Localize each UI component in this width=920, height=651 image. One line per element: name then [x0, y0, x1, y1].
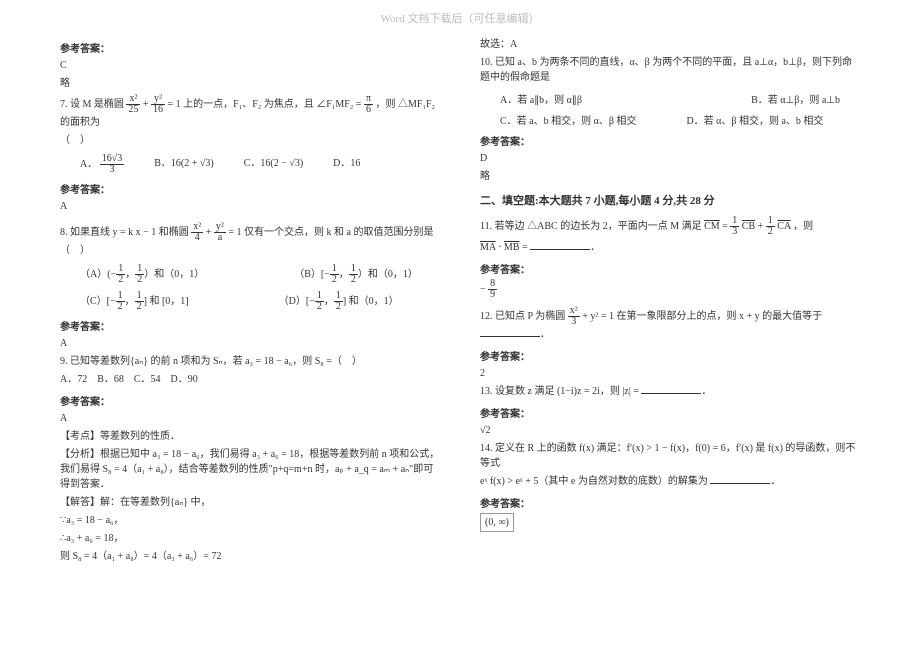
q9-solve4: 则 S₈ = 4（a₁ + a₈）= 4（a₃ + a₆）= 72	[60, 549, 440, 564]
q10-stem: 10. 已知 a、b 为两条不同的直线，α、β 为两个不同的平面，且 a⊥α，b…	[480, 55, 860, 85]
fraction: x²25	[126, 94, 140, 115]
plus: +	[143, 99, 149, 110]
q10-row1: A．若 a∥b，则 α∥β B．若 α⊥β，则 a⊥b	[480, 91, 860, 106]
blank	[480, 328, 540, 337]
left-column: 参考答案： C 略 7. 设 M 是椭圆 x²25 + y²16 = 1 上的一…	[60, 34, 440, 567]
q7-options: A． 16√33 B．16(2 + √3) C．16(2 − √3) D．16	[60, 154, 440, 175]
option-b: B．若 α⊥β，则 a⊥b	[751, 91, 840, 106]
section-two-title: 二、填空题:本大题共 7 小题,每小题 4 分,共 28 分	[480, 192, 860, 208]
answer-label: 参考答案：	[480, 348, 860, 363]
q10-row2: C．若 a、b 相交，则 α、β 相交 D．若 α、β 相交，则 a、b 相交	[480, 112, 860, 127]
q9-solve2: ∵a₃ = 18 − a₆，	[60, 513, 440, 528]
page-header: Word 文档下载后（可任意编辑）	[0, 10, 920, 26]
option-a: A．若 a∥b，则 α∥β	[500, 91, 582, 106]
q14-stem2: eˣ f(x) > eˣ + 5（其中 e 为自然对数的底数）的解集为 ．	[480, 474, 860, 489]
text: 7. 设 M 是椭圆	[60, 99, 124, 110]
q9-options: A．72 B．68 C．54 D．90	[60, 372, 440, 387]
q11-answer: − 89	[480, 279, 860, 300]
q8-row2: （C）[−12，12] 和 [0，1] （D）[−12，12] 和（0，1）	[60, 291, 440, 312]
option-b: （B）[−12，12）和（0，1）	[294, 264, 418, 285]
q14-answer: (0, ∞)	[480, 513, 860, 532]
answer-label: 参考答案：	[480, 495, 860, 510]
q6-answer: C	[60, 58, 440, 73]
option-a: A． 16√33	[80, 154, 124, 175]
q12-stem: 12. 已知点 P 为椭圆 x²3 + y² = 1 在第一象限部分上的点，则 …	[480, 306, 860, 342]
answer-label: 参考答案：	[480, 405, 860, 420]
q10-brief: 略	[480, 169, 860, 184]
two-column-layout: 参考答案： C 略 7. 设 M 是椭圆 x²25 + y²16 = 1 上的一…	[0, 34, 920, 567]
q13-answer: √2	[480, 423, 860, 438]
option-d: D．若 α、β 相交，则 a、b 相交	[686, 112, 823, 127]
q11-stem: 11. 若等边 △ABC 的边长为 2，平面内一点 M 满足 CM = 13 C…	[480, 216, 860, 237]
option-c: C．16(2 − √3)	[244, 154, 303, 175]
option-a: （A）(−12，12）和（0，1）	[80, 264, 204, 285]
text: 上的一点，F₁、F₂ 为焦点，且	[183, 99, 314, 110]
q9-solve3: ∴a₃ + a₆ = 18，	[60, 531, 440, 546]
q14-stem: 14. 定义在 R 上的函数 f(x) 满足：f′(x) > 1 − f(x)，…	[480, 441, 860, 471]
blank	[641, 385, 701, 394]
q8-row1: （A）(−12，12）和（0，1） （B）[−12，12）和（0，1）	[60, 264, 440, 285]
answer-label: 参考答案：	[480, 133, 860, 148]
answer-label: 参考答案：	[60, 318, 440, 333]
q7-stem: 7. 设 M 是椭圆 x²25 + y²16 = 1 上的一点，F₁、F₂ 为焦…	[60, 94, 440, 130]
q9-solve1: 【解答】解：在等差数列{aₙ} 中，	[60, 495, 440, 510]
blank	[530, 241, 590, 250]
q9-analysis: 【分析】根据已知中 a₃ = 18 − a₆，我们易得 a₃ + a₆ = 18…	[60, 447, 440, 492]
angle: ∠F₁MF₂ =	[316, 99, 361, 110]
q7-paren: （ ）	[60, 133, 440, 148]
q8-stem: 8. 如果直线 y = k x − 1 和椭圆 x²4 + y²a = 1 仅有…	[60, 222, 440, 258]
answer-label: 参考答案：	[60, 393, 440, 408]
option-c: （C）[−12，12] 和 [0，1]	[80, 291, 189, 312]
eq: = 1	[168, 99, 181, 110]
q6-brief: 略	[60, 76, 440, 91]
answer-label: 参考答案：	[480, 261, 860, 276]
option-d: （D）[−12，12] 和（0，1）	[279, 291, 399, 312]
q9-point: 【考点】等差数列的性质．	[60, 429, 440, 444]
option-b: B．16(2 + √3)	[154, 154, 213, 175]
blank	[710, 475, 770, 484]
option-c: C．若 a、b 相交，则 α、β 相交	[500, 112, 636, 127]
q8-answer: A	[60, 336, 440, 351]
q13-stem: 13. 设复数 z 满足 (1−i)z = 2i，则 |z| = ．	[480, 384, 860, 399]
option-d: D．16	[333, 154, 360, 175]
q9-stem: 9. 已知等差数列{aₙ} 的前 n 项和为 Sₙ，若 a₃ = 18 − a₆…	[60, 354, 440, 369]
fraction: y²16	[151, 94, 165, 115]
fraction: π6	[364, 94, 373, 115]
q11-stem2: MA · MB = ．	[480, 240, 860, 255]
q9-pick: 故选：A	[480, 37, 860, 52]
q9-answer: A	[60, 411, 440, 426]
answer-label: 参考答案：	[60, 40, 440, 55]
right-column: 故选：A 10. 已知 a、b 为两条不同的直线，α、β 为两个不同的平面，且 …	[480, 34, 860, 567]
q10-answer: D	[480, 151, 860, 166]
q7-answer: A	[60, 199, 440, 214]
answer-label: 参考答案：	[60, 181, 440, 196]
q12-answer: 2	[480, 366, 860, 381]
